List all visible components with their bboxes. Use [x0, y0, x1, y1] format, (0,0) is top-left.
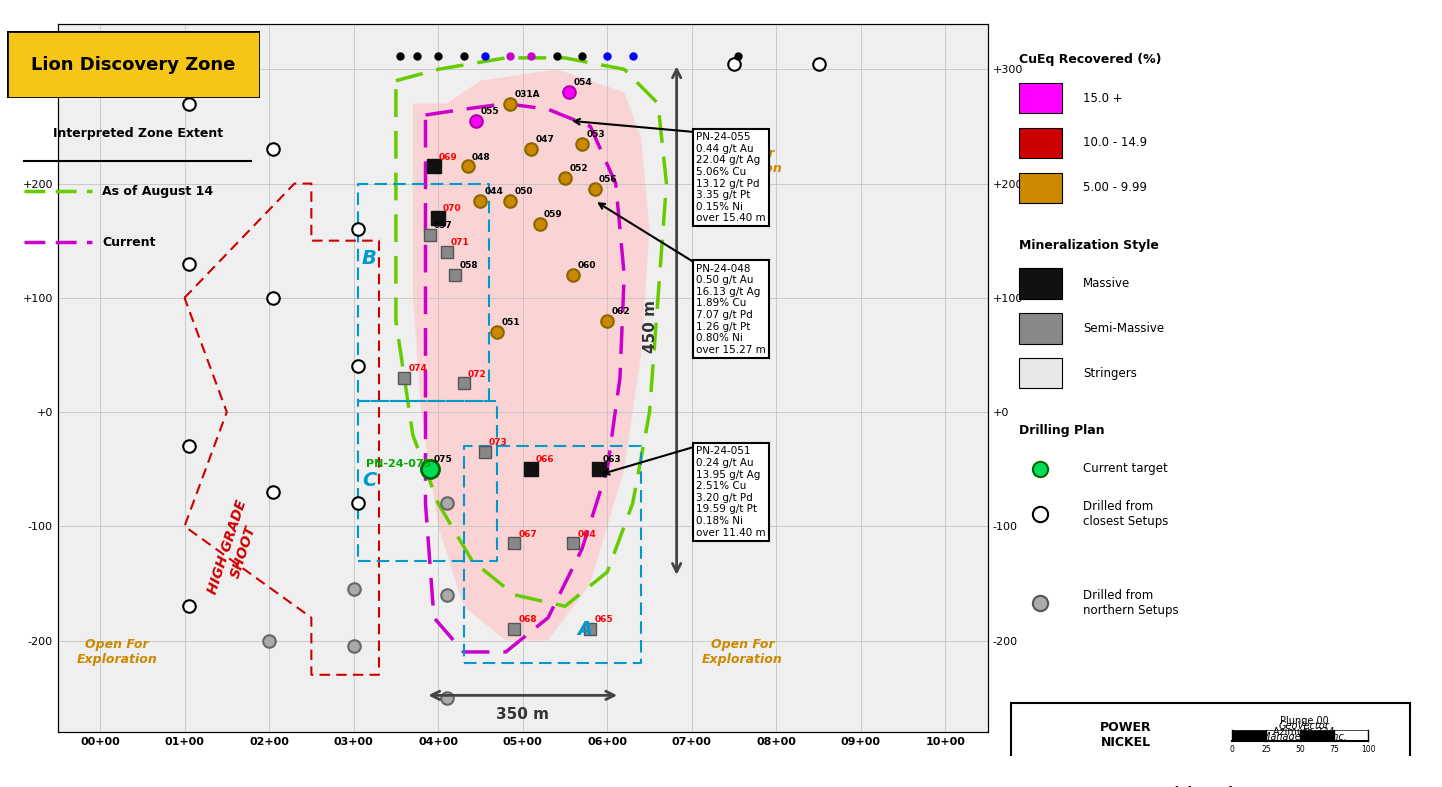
Bar [1231, 730, 1266, 741]
Text: Current: Current [102, 235, 156, 249]
Text: 052: 052 [570, 164, 588, 173]
Bar [1266, 730, 1299, 741]
Text: 051: 051 [502, 318, 521, 327]
Text: 071: 071 [451, 238, 470, 247]
Text: As of August 14: As of August 14 [102, 185, 213, 198]
Text: 067: 067 [519, 530, 538, 538]
Text: 069: 069 [438, 153, 457, 161]
Text: POWER
NICKEL: POWER NICKEL [1100, 721, 1151, 748]
Text: 072: 072 [467, 370, 486, 379]
Text: Plunge 00
Azimuth 334: Plunge 00 Azimuth 334 [1273, 716, 1335, 737]
Bar [1334, 730, 1368, 741]
Text: Massive: Massive [1083, 277, 1131, 290]
Text: 065: 065 [594, 615, 613, 624]
Text: C: C [362, 471, 376, 490]
Bar [1299, 730, 1334, 741]
Text: 063: 063 [603, 456, 622, 464]
Text: 059: 059 [544, 209, 562, 219]
Bar [1019, 313, 1061, 344]
Bar [1019, 83, 1061, 113]
Text: Semi-Massive: Semi-Massive [1083, 322, 1164, 334]
Bar [1019, 268, 1061, 298]
Text: Drilled from
northern Setups: Drilled from northern Setups [1083, 589, 1178, 618]
Text: Mineralization Style: Mineralization Style [1019, 238, 1159, 252]
Text: 070: 070 [443, 204, 461, 213]
Polygon shape [412, 69, 649, 641]
Text: 25: 25 [1262, 745, 1270, 754]
Text: CuEq Recovered (%): CuEq Recovered (%) [1019, 54, 1162, 66]
Text: 050: 050 [515, 187, 532, 196]
Text: 50: 50 [1295, 745, 1305, 754]
Text: 066: 066 [535, 456, 554, 464]
Text: Open For
Exploration: Open For Exploration [702, 638, 783, 667]
Text: Open For
Exploration: Open For Exploration [76, 638, 157, 667]
Text: Lion Discovery Zone: Lion Discovery Zone [32, 56, 235, 74]
Text: 0: 0 [1230, 745, 1234, 754]
Text: Current target: Current target [1083, 462, 1168, 475]
Text: Drilled from
closest Setups: Drilled from closest Setups [1083, 500, 1168, 528]
Text: A: A [578, 620, 593, 639]
Text: GeoVector
Management Inc.: GeoVector Management Inc. [1262, 721, 1347, 742]
Text: 75: 75 [1330, 745, 1338, 754]
Text: 054: 054 [574, 78, 593, 87]
Text: 047: 047 [535, 135, 554, 145]
Text: 100: 100 [1361, 745, 1376, 754]
Text: 058: 058 [460, 261, 477, 270]
Text: 048: 048 [472, 153, 490, 161]
Text: 064: 064 [578, 530, 597, 538]
Text: 057: 057 [434, 221, 453, 230]
Text: 10.0 - 14.9: 10.0 - 14.9 [1083, 136, 1146, 150]
Text: 075: 075 [434, 456, 453, 464]
Text: 056: 056 [598, 176, 617, 184]
Text: HIGH GRADE
SHOOT: HIGH GRADE SHOOT [206, 497, 265, 600]
Text: 450 m: 450 m [643, 300, 658, 353]
Text: 073: 073 [489, 438, 508, 447]
Text: PN-24-051
0.24 g/t Au
13.95 g/t Ag
2.51% Cu
3.20 g/t Pd
19.59 g/t Pt
0.18% Ni
ov: PN-24-051 0.24 g/t Au 13.95 g/t Ag 2.51%… [696, 446, 766, 538]
Text: 5.00 - 9.99: 5.00 - 9.99 [1083, 181, 1146, 194]
Text: B: B [362, 249, 376, 268]
Text: PN-24-048
0.50 g/t Au
16.13 g/t Ag
1.89% Cu
7.07 g/t Pd
1.26 g/t Pt
0.80% Ni
ove: PN-24-048 0.50 g/t Au 16.13 g/t Ag 1.89%… [696, 264, 766, 355]
Text: PN-24-075: PN-24-075 [366, 459, 431, 469]
Text: Open For
Exploration: Open For Exploration [702, 147, 783, 176]
Bar [1019, 127, 1061, 158]
Text: Drilling Plan: Drilling Plan [1019, 424, 1105, 437]
Bar [1019, 172, 1061, 203]
Bar [1011, 703, 1410, 787]
Text: Nisk Project: Nisk Project [1164, 786, 1257, 787]
Text: PN-24-055
0.44 g/t Au
22.04 g/t Ag
5.06% Cu
13.12 g/t Pd
3.35 g/t Pt
0.15% Ni
ov: PN-24-055 0.44 g/t Au 22.04 g/t Ag 5.06%… [696, 132, 766, 224]
Text: 060: 060 [578, 261, 596, 270]
Text: 053: 053 [585, 130, 604, 139]
Text: 055: 055 [480, 107, 499, 116]
Text: 062: 062 [611, 307, 630, 316]
Text: Stringers: Stringers [1083, 367, 1136, 379]
Text: 044: 044 [485, 187, 503, 196]
Bar [1019, 358, 1061, 389]
Text: 031A: 031A [515, 90, 539, 98]
Text: 074: 074 [408, 364, 427, 373]
Text: 350 m: 350 m [496, 707, 549, 722]
Text: 068: 068 [519, 615, 536, 624]
Text: Interpreted Zone Extent: Interpreted Zone Extent [53, 127, 222, 140]
Text: 15.0 +: 15.0 + [1083, 91, 1122, 105]
